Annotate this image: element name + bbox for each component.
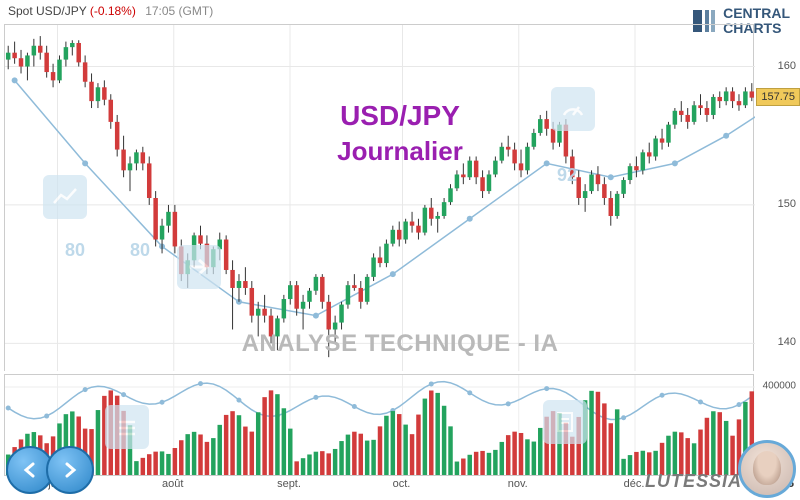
lutessia-label: LUTESSIA xyxy=(645,471,742,492)
logo-line1: CENTRAL xyxy=(723,6,790,21)
chart-container: Spot USD/JPY (-0.18%) 17:05 (GMT) CENTRA… xyxy=(0,0,800,500)
x-tick: nov. xyxy=(508,478,528,490)
current-price-tag: 157.75 xyxy=(756,88,800,106)
instrument-time: 17:05 (GMT) xyxy=(145,4,213,18)
y-tick: 150 xyxy=(778,198,796,210)
x-tick: déc. xyxy=(624,478,645,490)
instrument-header: Spot USD/JPY (-0.18%) 17:05 (GMT) xyxy=(8,4,213,18)
instrument-name: Spot USD/JPY xyxy=(8,4,86,18)
vol-y-tick: 400000 xyxy=(763,381,796,392)
x-tick: août xyxy=(162,478,183,490)
nav-next-button[interactable] xyxy=(46,446,94,494)
assistant-avatar[interactable] xyxy=(738,440,796,498)
instrument-change: (-0.18%) xyxy=(90,4,136,18)
time-x-axis: juil.aoûtsept.oct.nov.déc.2025 xyxy=(4,478,754,496)
y-tick: 140 xyxy=(778,336,796,348)
nav-buttons xyxy=(6,446,86,494)
x-tick: oct. xyxy=(393,478,411,490)
volume-chart[interactable] xyxy=(4,374,754,476)
y-tick: 160 xyxy=(778,60,796,72)
x-tick: sept. xyxy=(277,478,301,490)
price-y-axis: 140 150 160 157.75 xyxy=(756,24,800,370)
price-chart[interactable]: 808092 xyxy=(4,24,754,371)
